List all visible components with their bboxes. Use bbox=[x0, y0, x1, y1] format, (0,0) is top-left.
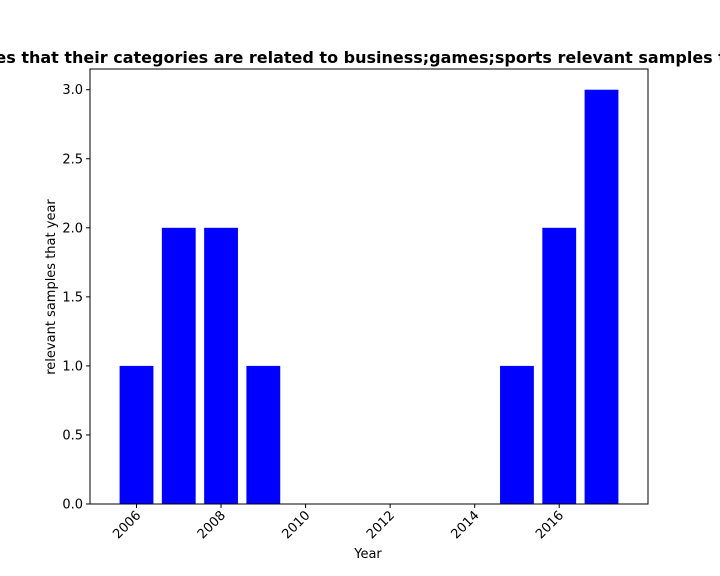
bar-2006 bbox=[119, 365, 154, 504]
y-tick-label: 0.0 bbox=[62, 498, 83, 513]
y-tick-label: 2.5 bbox=[62, 152, 83, 167]
y-axis: 0.0 0.5 1.0 1.5 2.0 2.5 3.0 bbox=[62, 83, 90, 513]
x-axis-label: Year bbox=[353, 547, 382, 562]
bar-2017 bbox=[584, 89, 619, 505]
y-tick-label: 3.0 bbox=[62, 83, 83, 98]
bar-2015 bbox=[500, 365, 534, 504]
bar-2016 bbox=[542, 227, 577, 504]
y-tick-label: 1.5 bbox=[62, 290, 83, 305]
bar-2009 bbox=[246, 365, 281, 504]
y-axis-label: relevant samples that year bbox=[44, 199, 59, 375]
bar-2007 bbox=[161, 227, 196, 504]
axes-frame bbox=[89, 68, 649, 505]
y-tick-label: 1.0 bbox=[62, 359, 83, 374]
plot-area bbox=[119, 89, 619, 505]
y-tick-label: 2.0 bbox=[62, 221, 83, 236]
y-tick-label: 0.5 bbox=[62, 428, 83, 443]
chart-title: Number of samples that their categories … bbox=[0, 48, 720, 67]
bar-2008 bbox=[204, 227, 238, 504]
